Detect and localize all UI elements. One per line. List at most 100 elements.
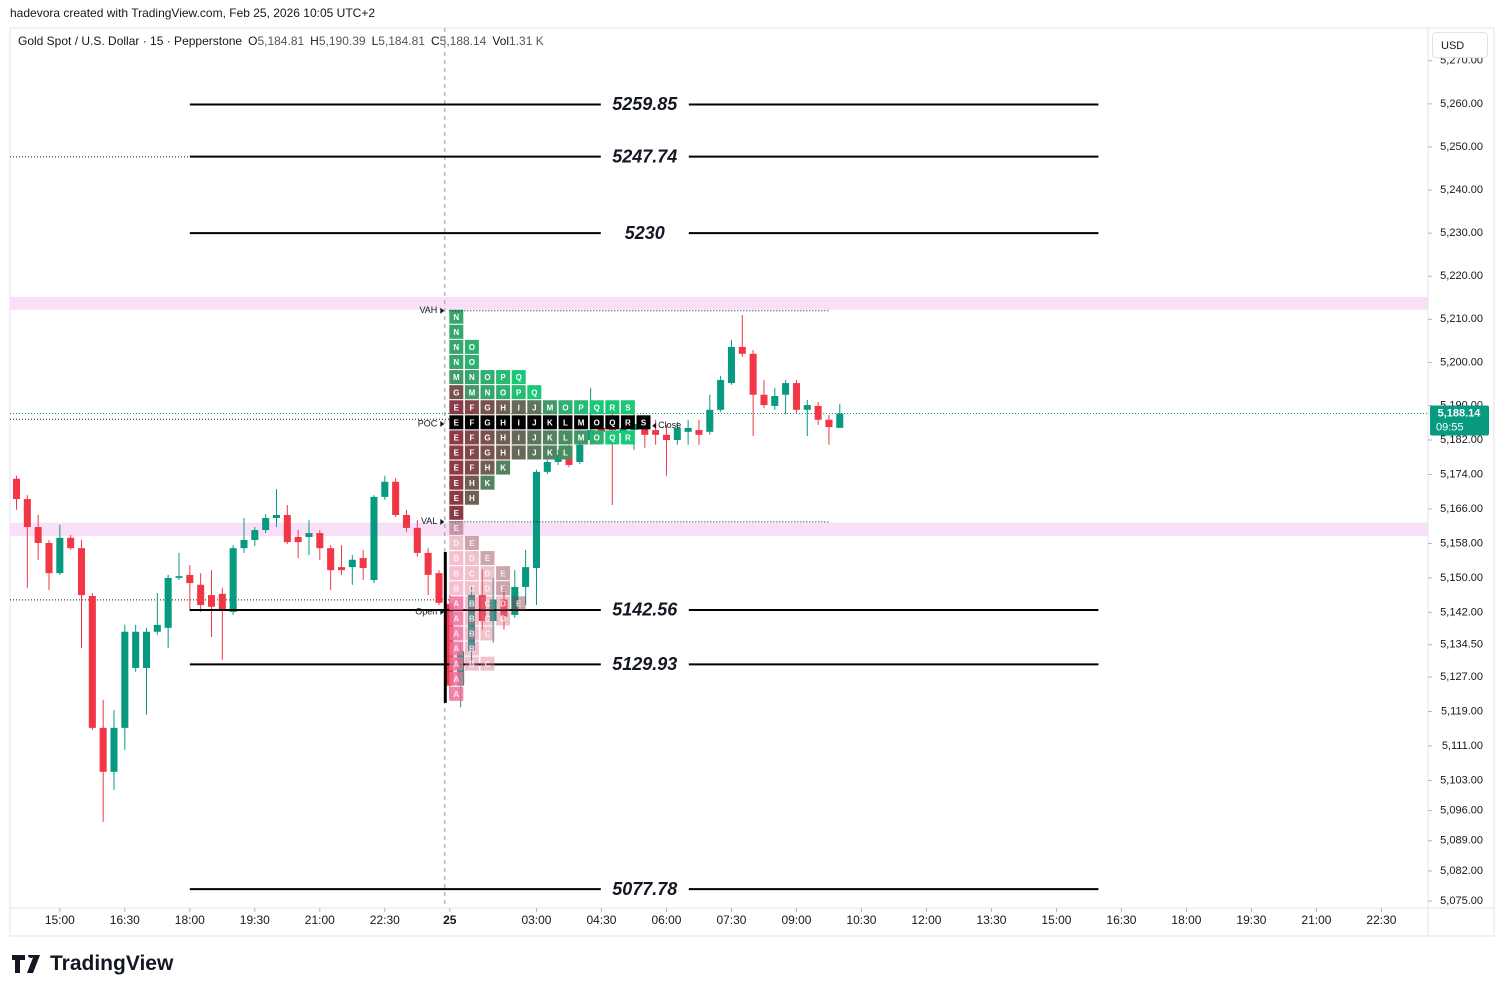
- countdown: 09:55: [1436, 421, 1464, 433]
- x-tick-label: 15:00: [45, 913, 75, 927]
- tpo-letter: K: [500, 464, 506, 473]
- candle-body: [316, 533, 324, 549]
- candle-body: [500, 599, 508, 617]
- candle-body: [142, 631, 151, 668]
- candle-body: [132, 631, 140, 668]
- tpo-letter: I: [518, 434, 520, 443]
- tpo-cell: [464, 611, 479, 626]
- profile-pointer: [440, 608, 445, 615]
- x-tick-label: 22:30: [1366, 913, 1396, 927]
- x-tick-label: 18:00: [175, 913, 205, 927]
- tpo-letter: F: [469, 464, 474, 473]
- tpo-cell: [480, 581, 495, 596]
- y-tick-label: 5,082.00: [1440, 865, 1483, 877]
- tpo-letter: E: [454, 524, 460, 533]
- tpo-cell: [480, 415, 495, 430]
- tpo-letter: O: [484, 373, 490, 382]
- tpo-letter: D: [485, 569, 491, 578]
- tpo-cell: [511, 445, 526, 460]
- y-tick-label: 5,182.00: [1440, 434, 1483, 446]
- y-tick-label: 5,240.00: [1440, 184, 1483, 196]
- profile-label: POC: [418, 418, 438, 428]
- tpo-cell: [449, 415, 464, 430]
- tpo-letter: J: [532, 449, 536, 458]
- tpo-letter: I: [518, 449, 520, 458]
- tpo-letter: C: [485, 630, 491, 639]
- tpo-cell: [589, 430, 604, 445]
- tpo-letter: A: [453, 645, 459, 654]
- x-tick-label: 04:30: [586, 913, 616, 927]
- candle-body: [695, 430, 703, 435]
- ohlc-key: L: [371, 34, 379, 48]
- candle-body: [88, 595, 96, 728]
- tpo-cell: [480, 626, 495, 641]
- tpo-letter: F: [469, 418, 474, 427]
- tpo-cell: [527, 400, 542, 415]
- x-tick-label: 19:30: [1236, 913, 1266, 927]
- tpo-cell: [464, 370, 479, 385]
- tpo-letter: B: [469, 599, 475, 608]
- candle-body: [413, 527, 421, 553]
- tpo-letter: D: [469, 554, 475, 563]
- tpo-letter: D: [485, 584, 491, 593]
- x-tick-label: 19:30: [240, 913, 270, 927]
- tpo-letter: C: [469, 569, 475, 578]
- profile-pointer: [440, 307, 445, 314]
- tpo-cell: [449, 400, 464, 415]
- candle-body: [652, 430, 660, 435]
- x-tick-label: 21:00: [305, 913, 335, 927]
- candle-body: [554, 455, 562, 462]
- tpo-letter: N: [469, 373, 475, 382]
- tpo-cell: [464, 596, 479, 611]
- y-tick-label: 5,260.00: [1440, 98, 1483, 110]
- ohlc-key: H: [310, 34, 319, 48]
- candle-body: [597, 427, 605, 432]
- candle-body: [262, 517, 270, 531]
- ohlc-item: H5,190.39: [310, 34, 365, 48]
- y-tick-label: 5,142.00: [1440, 606, 1483, 618]
- ohlc-item: C5,188.14: [431, 34, 486, 48]
- level-label: 5259.85: [612, 94, 678, 114]
- tpo-cell: [496, 445, 511, 460]
- tpo-letter: E: [454, 403, 460, 412]
- tpo-cell: [511, 596, 526, 611]
- tpo-letter: M: [469, 388, 476, 397]
- tpo-letter: B: [469, 615, 475, 624]
- tpo-letter: R: [625, 434, 631, 443]
- y-tick-label: 5,111.00: [1442, 740, 1483, 752]
- tpo-letter: N: [453, 328, 459, 337]
- candle-body: [576, 444, 584, 462]
- tpo-letter: A: [453, 690, 459, 699]
- tpo-letter: L: [563, 418, 568, 427]
- currency-button[interactable]: USD: [1432, 32, 1488, 58]
- tpo-cell: [620, 400, 635, 415]
- tpo-letter: E: [454, 449, 460, 458]
- y-tick-label: 5,250.00: [1440, 141, 1483, 153]
- candle-body: [34, 527, 42, 543]
- ohlc-value: 1.31 K: [509, 34, 544, 48]
- candle-body: [782, 383, 790, 395]
- candle-body: [45, 542, 53, 574]
- tpo-letter: A: [453, 675, 459, 684]
- tpo-cell: [480, 370, 495, 385]
- tpo-cell: [464, 339, 479, 354]
- candle-body: [381, 481, 389, 497]
- tpo-cell: [449, 339, 464, 354]
- tpo-letter: D: [500, 615, 506, 624]
- tpo-cell: [480, 460, 495, 475]
- ohlc-value: 5,184.81: [378, 34, 425, 48]
- candle-body: [164, 577, 172, 628]
- tpo-cell: [480, 475, 495, 490]
- tpo-cell: [496, 430, 511, 445]
- brand: TradingView: [50, 952, 174, 975]
- tpo-letter: B: [453, 584, 459, 593]
- candle-body: [478, 595, 486, 621]
- tpo-cell: [464, 656, 479, 671]
- candle-body: [836, 413, 844, 428]
- tpo-cell: [464, 551, 479, 566]
- tpo-letter: A: [453, 630, 459, 639]
- tpo-cell: [449, 611, 464, 626]
- candle-body: [207, 595, 216, 607]
- tpo-letter: K: [547, 434, 553, 443]
- tpo-letter: F: [469, 449, 474, 458]
